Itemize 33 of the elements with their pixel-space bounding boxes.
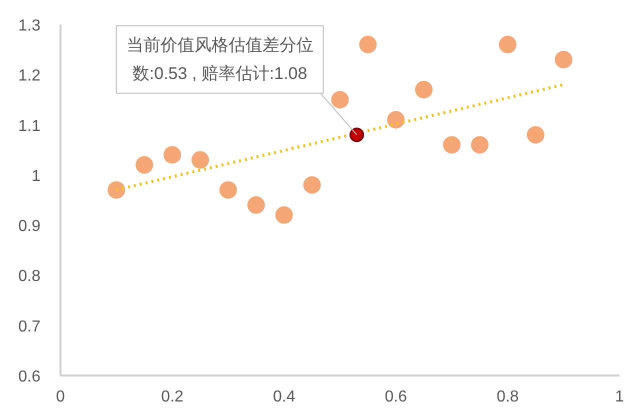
- point: [108, 181, 126, 199]
- point: [498, 36, 516, 54]
- point: [275, 206, 293, 224]
- point: [350, 128, 364, 142]
- point: [303, 176, 321, 194]
- x-tick-label: 0.2: [161, 388, 184, 406]
- point: [554, 50, 572, 68]
- x-tick-label: 0.8: [496, 388, 519, 406]
- y-tick-label: 1.2: [18, 68, 41, 85]
- y-tick-label: 1.3: [18, 18, 41, 34]
- x-tick-label: 0: [56, 388, 66, 406]
- point: [247, 196, 265, 214]
- point: [415, 80, 433, 98]
- x-tick-label: 0.6: [384, 388, 408, 406]
- y-tick-label: 0.6: [18, 368, 41, 386]
- y-tick-label: 0.7: [18, 318, 41, 336]
- point: [526, 126, 544, 144]
- point: [192, 151, 209, 169]
- point: [219, 181, 237, 199]
- x-tick-label: 1: [615, 388, 624, 406]
- annotation: 当前价值风格估值差分位数:0.53 , 赔率估计:1.08: [126, 36, 314, 84]
- point: [359, 36, 377, 54]
- y-tick-label: 1.1: [18, 118, 41, 135]
- point: [387, 111, 405, 129]
- point: [443, 136, 461, 154]
- y-tick-label: 0.9: [18, 218, 41, 236]
- point: [136, 156, 154, 174]
- y-tick-label: 1: [32, 168, 41, 185]
- point: [331, 90, 349, 108]
- y-tick-label: 0.8: [18, 268, 41, 286]
- point: [164, 146, 182, 164]
- x-tick-label: 0.4: [272, 388, 296, 406]
- point: [471, 136, 488, 154]
